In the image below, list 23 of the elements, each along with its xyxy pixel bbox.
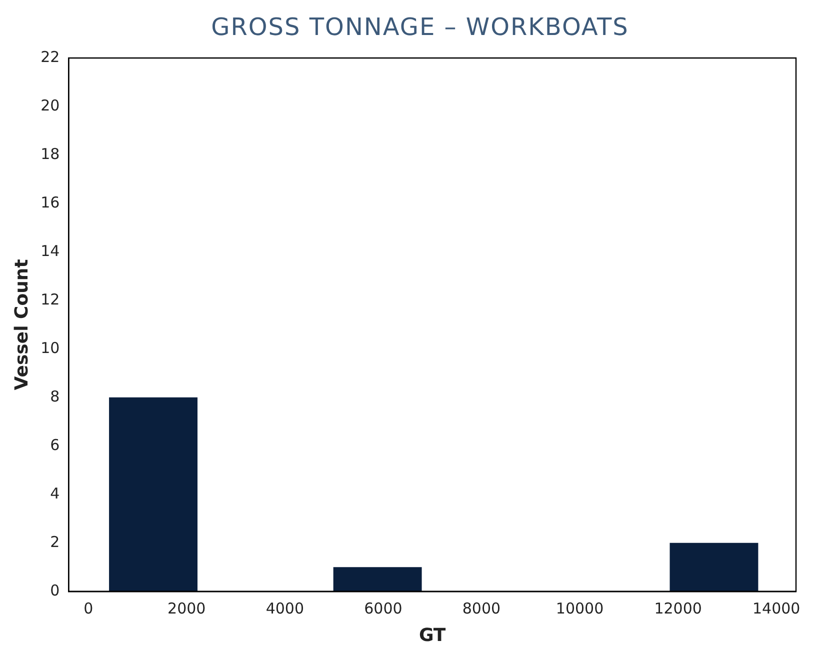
y-tick-label: 22 xyxy=(40,48,60,66)
y-tick-label: 12 xyxy=(40,290,60,308)
y-tick-label: 4 xyxy=(50,484,60,502)
y-tick-label: 20 xyxy=(40,96,60,114)
y-tick-label: 0 xyxy=(50,581,60,600)
y-tick-label: 2 xyxy=(50,532,60,551)
x-tick-label: 4000 xyxy=(266,599,304,618)
y-tick-label: 6 xyxy=(50,436,60,454)
x-tick-label: 6000 xyxy=(364,599,402,618)
y-tick-label: 16 xyxy=(40,193,60,212)
x-tick-label: 14000 xyxy=(752,599,800,618)
y-tick-label: 14 xyxy=(40,242,60,260)
x-tick-label: 12000 xyxy=(654,599,702,618)
y-axis-title: Vessel Count xyxy=(11,258,32,390)
x-tick-label: 2000 xyxy=(168,599,206,618)
chart-title: GROSS TONNAGE – WORKBOATS xyxy=(210,12,630,43)
y-tick-label: 8 xyxy=(50,387,60,406)
y-tick-label: 18 xyxy=(40,144,60,163)
x-tick-label: 0 xyxy=(84,599,94,618)
y-tick-label: 10 xyxy=(40,338,60,357)
x-tick-label: 10000 xyxy=(556,599,604,618)
x-tick-label: 8000 xyxy=(462,599,501,618)
x-axis-title: GT xyxy=(418,624,446,646)
